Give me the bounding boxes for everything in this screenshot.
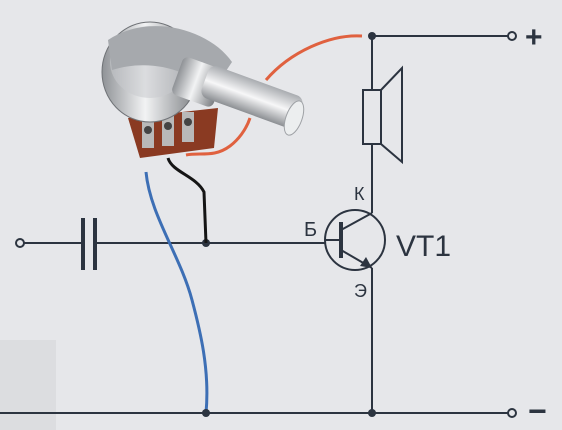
- black-wire: [166, 157, 208, 244]
- junction-dot: [202, 409, 210, 417]
- input-wiring: [15, 238, 326, 248]
- red-wire: [264, 34, 363, 81]
- input-terminal[interactable]: [15, 238, 25, 248]
- transistor-name: VT1: [396, 230, 451, 263]
- plus-terminal[interactable]: [507, 31, 517, 41]
- plus-label: +: [525, 21, 543, 54]
- base-label: Б: [304, 219, 317, 241]
- minus-label: −: [528, 393, 547, 429]
- potentiometer-icon[interactable]: [101, 21, 308, 158]
- collector-label: К: [354, 184, 365, 204]
- emitter-label: Э: [354, 281, 367, 301]
- blue-wire: [144, 171, 209, 414]
- red-wire-lead: [185, 117, 252, 157]
- junction-dot: [368, 409, 376, 417]
- background-patch: [0, 340, 56, 430]
- capacitor-icon: [81, 218, 97, 270]
- transistor-icon: [324, 209, 386, 271]
- minus-terminal[interactable]: [507, 408, 517, 418]
- positive-rail: [368, 31, 517, 41]
- ground-rail: [0, 408, 517, 418]
- speaker-icon: [362, 65, 403, 165]
- collector-emitter-wiring: [368, 36, 376, 417]
